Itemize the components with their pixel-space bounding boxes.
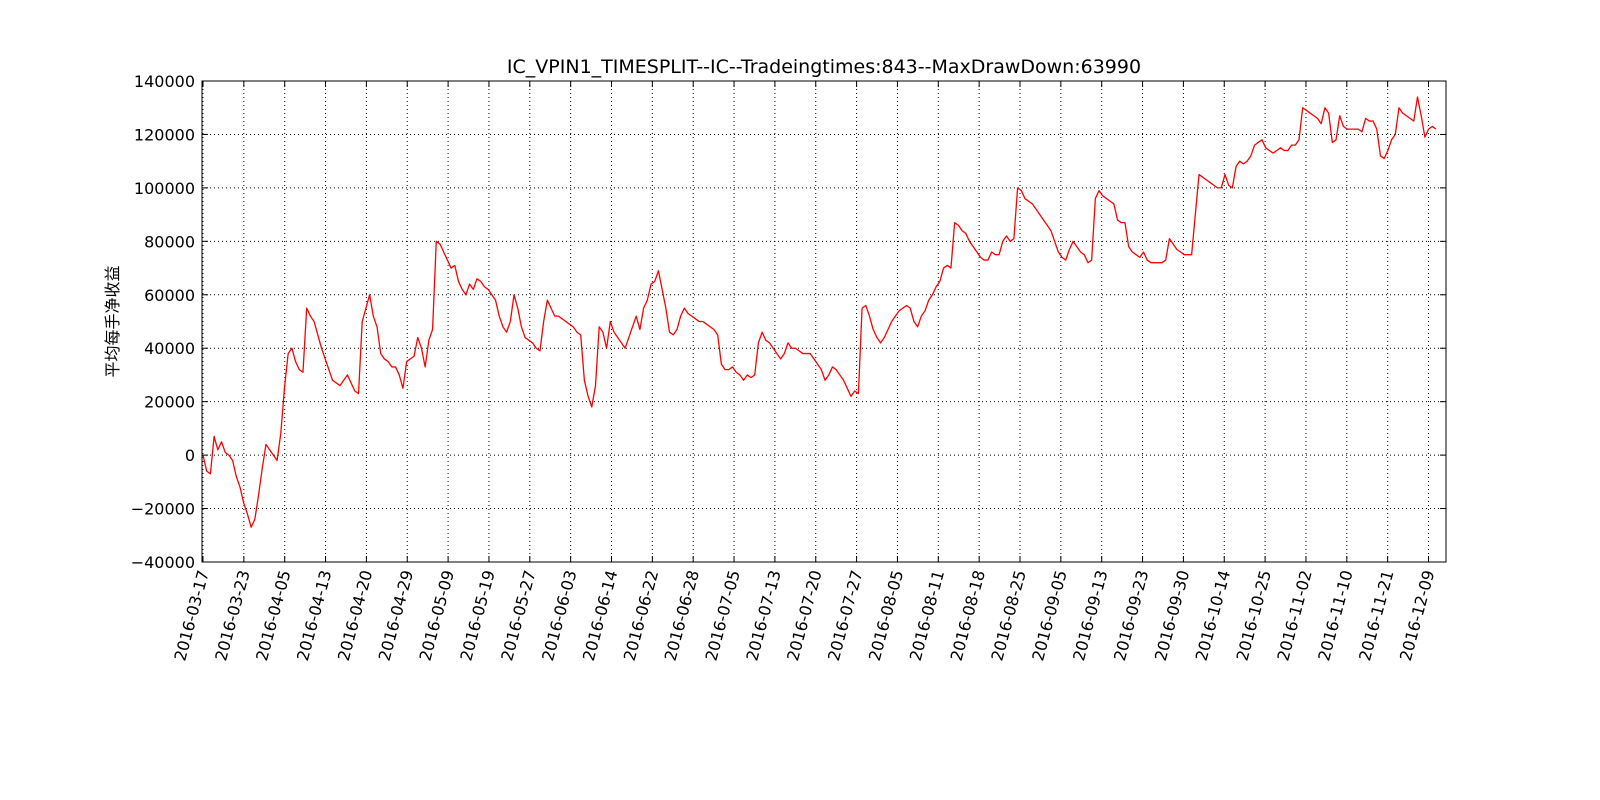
x-tick-label: 2016-08-18 — [947, 568, 989, 663]
x-tick-label: 2016-07-05 — [701, 568, 743, 663]
x-tick-label: 2016-06-22 — [620, 568, 662, 663]
x-tick-label: 2016-05-19 — [456, 568, 498, 663]
y-axis: −40000 −20000 0 20000 40000 60000 80000 100000 1… — [131, 72, 1446, 572]
y-tick-label: 20000 — [144, 393, 195, 412]
x-tick-label: 2016-09-05 — [1028, 568, 1070, 663]
x-tick-label: 2016-10-14 — [1192, 568, 1234, 663]
x-tick-label: 2016-08-11 — [906, 568, 948, 663]
x-tick-label: 2016-04-20 — [334, 568, 376, 663]
x-tick-label: 2016-06-28 — [661, 568, 703, 663]
x-tick-label: 2016-07-13 — [742, 568, 784, 663]
x-tick-label: 2016-04-13 — [293, 568, 335, 663]
y-tick-label: 120000 — [134, 125, 195, 144]
y-tick-label: 0 — [185, 446, 195, 465]
x-tick-label: 2016-04-05 — [252, 568, 294, 663]
y-tick-label: 80000 — [144, 232, 195, 251]
y-tick-label: 100000 — [134, 179, 195, 198]
x-tick-label: 2016-09-13 — [1069, 568, 1111, 663]
x-tick-label: 2016-06-14 — [579, 568, 621, 663]
series-line — [202, 96, 1437, 528]
x-tick-label: 2016-07-27 — [824, 568, 866, 663]
x-tick-label: 2016-03-17 — [170, 568, 212, 663]
y-tick-label: 140000 — [134, 72, 195, 91]
x-tick-label: 2016-06-03 — [538, 568, 580, 663]
y-tick-label: −20000 — [131, 500, 195, 519]
y-tick-label: −40000 — [131, 553, 195, 572]
x-tick-label: 2016-08-25 — [987, 568, 1029, 663]
x-tick-label: 2016-11-21 — [1355, 568, 1397, 663]
x-tick-label: 2016-10-25 — [1233, 568, 1275, 663]
x-tick-label: 2016-05-27 — [497, 568, 539, 663]
x-tick-label: 2016-04-29 — [375, 568, 417, 663]
chart-title: IC_VPIN1_TIMESPLIT--IC--Tradeingtimes:84… — [507, 56, 1141, 78]
y-axis-label: 平均每手净收益 — [103, 265, 122, 377]
x-axis: 2016-03-172016-03-232016-04-052016-04-13… — [170, 81, 1438, 663]
x-tick-label: 2016-11-10 — [1314, 568, 1356, 663]
x-tick-label: 2016-09-30 — [1151, 568, 1193, 663]
x-tick-label: 2016-12-09 — [1396, 568, 1438, 663]
x-tick-label: 2016-03-23 — [211, 568, 253, 663]
plot-frame — [201, 80, 1447, 563]
y-tick-label: 40000 — [144, 339, 195, 358]
x-tick-label: 2016-11-02 — [1273, 568, 1315, 663]
x-tick-label: 2016-08-05 — [865, 568, 907, 663]
x-tick-label: 2016-05-09 — [416, 568, 458, 663]
grid — [202, 80, 1446, 563]
x-tick-label: 2016-09-23 — [1110, 568, 1152, 663]
y-tick-label: 60000 — [144, 286, 195, 305]
x-tick-label: 2016-07-20 — [783, 568, 825, 663]
